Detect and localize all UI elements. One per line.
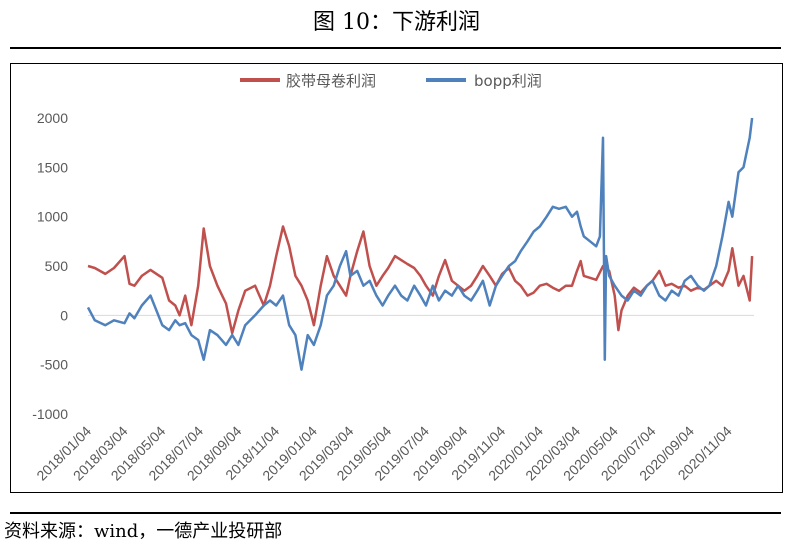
chart-frame [10, 63, 783, 493]
y-tick-label: 0 [60, 307, 68, 323]
y-tick-label: 1000 [37, 209, 68, 225]
bottom-rule [10, 512, 781, 514]
x-axis-ticks: 2018/01/042018/03/042018/05/042018/07/04… [33, 423, 735, 484]
y-tick-label: 500 [45, 258, 69, 274]
y-tick-label: 1500 [37, 159, 68, 175]
top-rule [10, 47, 781, 49]
legend-label: 胶带母卷利润 [286, 72, 376, 90]
source-note: 资料来源：wind，一德产业投研部 [4, 521, 283, 542]
series-lines [86, 117, 754, 371]
y-tick-label: 2000 [37, 110, 68, 126]
y-axis-ticks: 2000 1500 1000 500 0 -500 -1000 [32, 110, 68, 422]
legend-label: bopp利润 [474, 72, 542, 90]
figure-title: 图 10：下游利润 [313, 10, 480, 35]
legend: 胶带母卷利润 bopp利润 [240, 72, 542, 90]
series-line-bopp-profit [86, 117, 754, 371]
y-tick-label: -1000 [32, 406, 68, 422]
y-tick-label: -500 [40, 357, 68, 373]
